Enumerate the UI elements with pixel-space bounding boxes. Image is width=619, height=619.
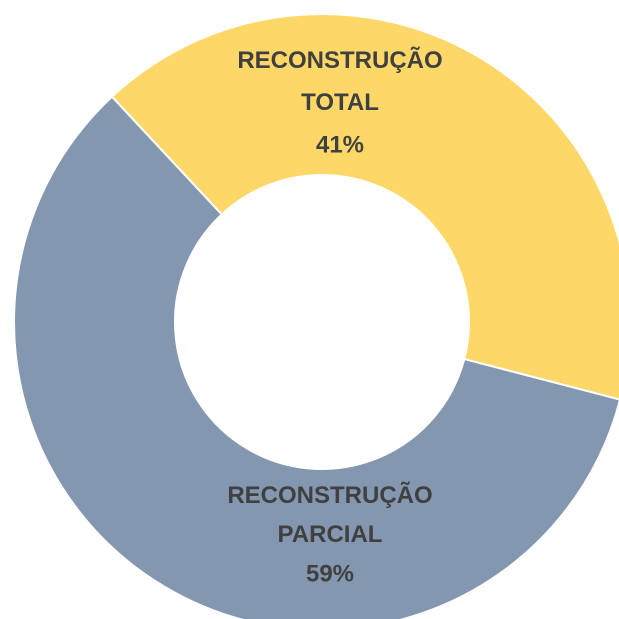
value-label: 41% (316, 131, 364, 158)
donut-slice (13, 95, 619, 619)
donut-slice (110, 13, 619, 401)
slice-label: RECONSTRUÇÃO TOTAL (237, 46, 442, 116)
value-label: 59% (306, 560, 354, 587)
slice-label: RECONSTRUÇÃO PARCIAL (227, 481, 432, 548)
